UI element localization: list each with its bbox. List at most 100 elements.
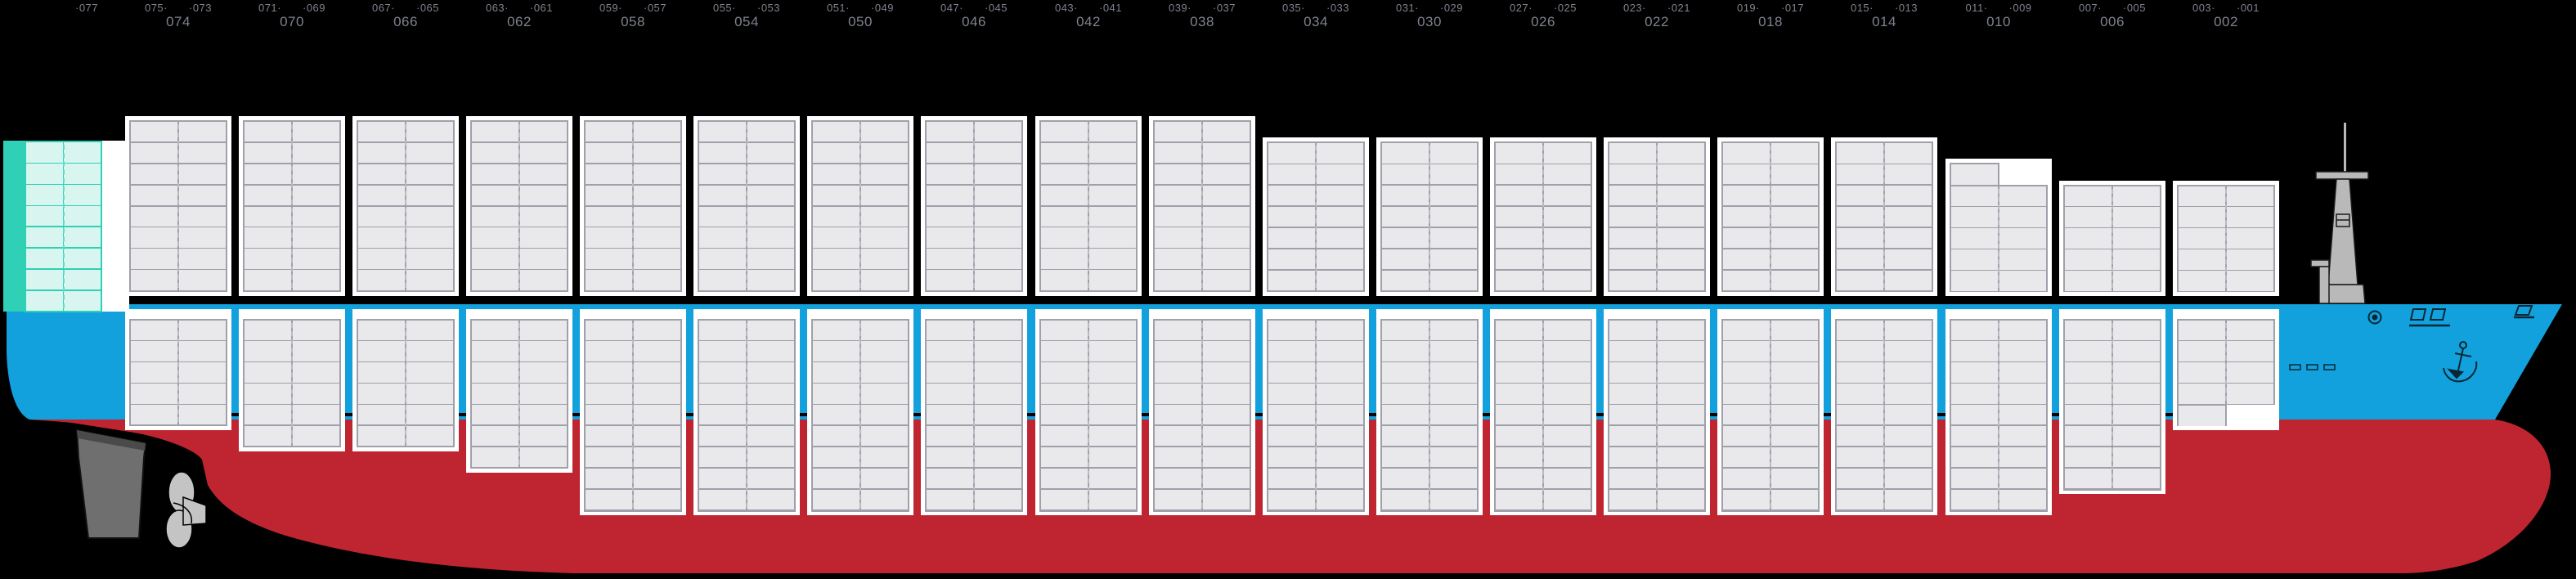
container-slot[interactable] [1496, 468, 1543, 489]
container-slot[interactable] [1429, 270, 1477, 290]
container-slot[interactable] [406, 341, 453, 361]
container-slot[interactable] [178, 320, 226, 340]
container-slot[interactable] [1429, 341, 1477, 361]
container-slot[interactable] [519, 425, 567, 447]
container-slot[interactable] [1268, 249, 1316, 270]
container-slot[interactable] [1496, 425, 1543, 447]
container-slot[interactable] [2179, 228, 2226, 249]
container-slot[interactable] [586, 249, 633, 269]
container-slot[interactable] [1382, 447, 1429, 468]
container-slot[interactable] [1951, 320, 1999, 340]
container-slot[interactable] [974, 227, 1021, 248]
container-slot[interactable] [974, 270, 1021, 290]
container-slot[interactable] [1723, 384, 1770, 404]
container-slot[interactable] [406, 142, 453, 164]
container-slot[interactable] [1723, 227, 1770, 249]
container-slot[interactable] [1316, 384, 1363, 404]
container-slot[interactable] [1155, 384, 1202, 404]
container-slot[interactable] [1951, 271, 1999, 291]
container-slot[interactable] [64, 290, 101, 312]
container-slot[interactable] [1770, 206, 1818, 227]
container-slot[interactable] [1657, 341, 1704, 361]
container-slot[interactable] [1609, 143, 1657, 164]
container-slot[interactable] [406, 270, 453, 290]
container-slot[interactable] [1543, 185, 1591, 206]
container-slot[interactable] [1041, 164, 1088, 185]
container-slot[interactable] [927, 384, 974, 404]
container-slot[interactable] [406, 249, 453, 269]
container-slot[interactable] [472, 447, 519, 468]
container-slot[interactable] [64, 248, 101, 269]
container-slot[interactable] [1429, 425, 1477, 447]
container-slot[interactable] [1609, 249, 1657, 270]
container-slot[interactable] [1951, 468, 1999, 489]
container-slot[interactable] [1657, 320, 1704, 340]
container-slot[interactable] [1543, 270, 1591, 290]
container-slot[interactable] [245, 206, 292, 227]
container-slot[interactable] [1951, 362, 1999, 383]
container-slot[interactable] [1088, 489, 1136, 510]
bay-stack-below-054[interactable] [693, 309, 800, 516]
container-slot[interactable] [1316, 320, 1363, 340]
container-slot[interactable] [2065, 271, 2112, 291]
container-slot[interactable] [1496, 143, 1543, 164]
container-slot[interactable] [2179, 249, 2226, 270]
container-slot[interactable] [1041, 384, 1088, 404]
container-slot[interactable] [292, 405, 339, 425]
container-slot[interactable] [292, 164, 339, 185]
container-slot[interactable] [1088, 270, 1136, 290]
container-slot[interactable] [1723, 249, 1770, 270]
container-slot[interactable] [1951, 249, 1999, 270]
container-slot[interactable] [519, 122, 567, 142]
container-slot[interactable] [747, 405, 794, 425]
container-slot[interactable] [1657, 143, 1704, 164]
container-slot[interactable] [1543, 227, 1591, 249]
container-slot[interactable] [1041, 227, 1088, 248]
container-slot[interactable] [1723, 362, 1770, 383]
container-slot[interactable] [178, 384, 226, 404]
container-slot[interactable] [406, 185, 453, 206]
container-slot[interactable] [860, 341, 908, 361]
container-slot[interactable] [1041, 341, 1088, 361]
container-slot[interactable] [1155, 362, 1202, 383]
container-slot[interactable] [358, 164, 406, 185]
container-slot[interactable] [1837, 447, 1884, 468]
container-slot[interactable] [974, 164, 1021, 185]
container-slot[interactable] [813, 489, 860, 510]
container-slot[interactable] [64, 227, 101, 248]
container-slot[interactable] [2226, 186, 2273, 206]
container-slot[interactable] [406, 164, 453, 185]
container-slot[interactable] [2065, 405, 2112, 425]
container-slot[interactable] [1884, 227, 1932, 249]
container-slot[interactable] [699, 489, 747, 510]
container-slot[interactable] [927, 489, 974, 510]
container-slot[interactable] [1155, 249, 1202, 269]
container-slot[interactable] [1723, 489, 1770, 510]
container-slot[interactable] [1837, 489, 1884, 510]
container-slot[interactable] [1770, 249, 1818, 270]
container-slot[interactable] [927, 341, 974, 361]
container-slot[interactable] [178, 185, 226, 206]
container-slot[interactable] [1202, 425, 1250, 447]
container-slot[interactable] [1155, 425, 1202, 447]
container-slot[interactable] [2065, 362, 2112, 383]
bay-stack-above-062[interactable] [466, 116, 572, 296]
container-slot[interactable] [1382, 405, 1429, 425]
container-slot[interactable] [2112, 362, 2160, 383]
container-slot[interactable] [747, 489, 794, 510]
bay-stack-above-054[interactable] [693, 116, 800, 296]
container-slot[interactable] [245, 341, 292, 361]
container-slot[interactable] [860, 206, 908, 227]
container-slot[interactable] [1202, 206, 1250, 227]
container-slot[interactable] [927, 425, 974, 447]
container-slot[interactable] [1088, 249, 1136, 269]
container-slot[interactable] [2065, 447, 2112, 468]
container-slot[interactable] [1429, 320, 1477, 340]
container-slot[interactable] [1837, 249, 1884, 270]
container-slot[interactable] [1999, 341, 2046, 361]
container-slot[interactable] [1155, 227, 1202, 248]
container-slot[interactable] [1723, 320, 1770, 340]
container-slot[interactable] [472, 185, 519, 206]
bay-stack-below-038[interactable] [1149, 309, 1255, 516]
container-slot[interactable] [1316, 341, 1363, 361]
